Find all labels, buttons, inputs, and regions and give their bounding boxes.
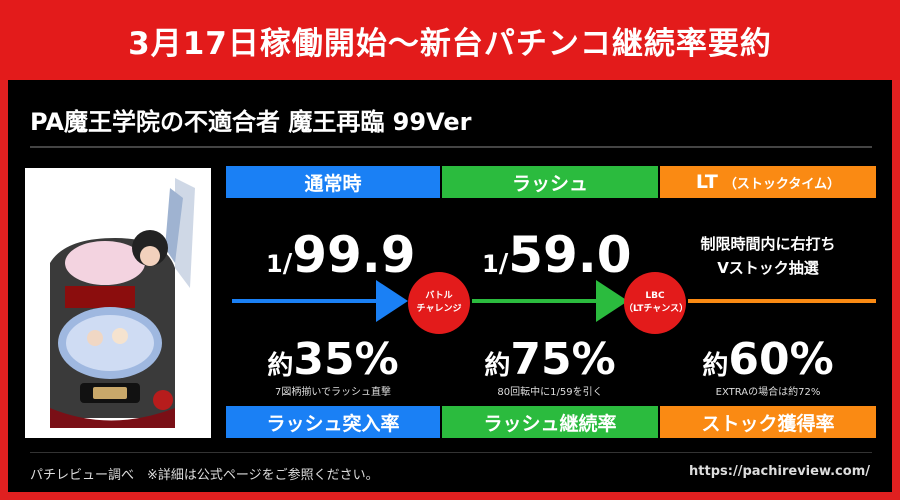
rate-prefix: 約 — [267, 351, 294, 381]
rate-rush-continue: 約 75% — [442, 338, 658, 382]
machine-title: PA魔王学院の不適合者 魔王再臨 99Ver — [30, 108, 472, 136]
rate-rush-entry: 約 35% — [226, 338, 440, 382]
header-lt: LT （ストックタイム） — [660, 166, 876, 198]
divider — [30, 146, 872, 148]
probability-denominator: 59.0 — [508, 226, 632, 284]
note-normal: 7図柄揃いでラッシュ直撃 — [274, 387, 392, 398]
label-rush-continue: ラッシュ継続率 — [442, 406, 658, 438]
machine-image — [25, 168, 211, 438]
label-stock: ストック獲得率 — [660, 406, 876, 438]
battle-challenge-badge: バトル チャレンジ — [408, 272, 470, 334]
rate-stock: 約 60% — [660, 338, 876, 382]
probability-normal: 1 / 99.9 — [266, 230, 416, 280]
rate-value: 75% — [510, 334, 616, 385]
flow-arrows — [232, 280, 876, 322]
probability-slash: / — [498, 249, 509, 279]
badge-line1: バトル — [425, 291, 453, 301]
source-note: パチレビュー調べ ※詳細は公式ページをご参照ください。 — [30, 468, 379, 483]
header-lt-sub: （ストックタイム） — [723, 176, 841, 192]
label-rush-entry: ラッシュ突入率 — [226, 406, 440, 438]
arrow-orange-line — [688, 299, 876, 303]
badge-line2: チャレンジ — [416, 304, 462, 314]
lt-description-line1: 制限時間内に右打ち — [700, 235, 836, 253]
arrow-green-line — [472, 299, 602, 303]
arrow-green-head — [596, 280, 628, 322]
probability-denominator: 99.9 — [292, 226, 416, 284]
rate-prefix: 約 — [702, 351, 729, 381]
lt-description-line2: Vストック抽選 — [717, 259, 819, 277]
arrow-blue-line — [232, 299, 382, 303]
probability-numerator: 1 — [482, 250, 499, 278]
probability-rush: 1 / 59.0 — [482, 230, 632, 280]
rate-value: 35% — [293, 334, 399, 385]
rate-prefix: 約 — [484, 351, 511, 381]
note-lt: EXTRAの場合は約72% — [715, 387, 821, 398]
header-normal: 通常時 — [226, 166, 440, 198]
summary-panel: PA魔王学院の不適合者 魔王再臨 99Ver — [8, 80, 892, 492]
badge-line2: （LTチャンス） — [624, 304, 689, 314]
header-rush: ラッシュ — [442, 166, 658, 198]
badge-line1: LBC — [645, 291, 665, 301]
arrow-blue-head — [376, 280, 408, 322]
header-lt-label: LT — [695, 171, 718, 193]
banner-title: 3月17日稼働開始〜新台パチンコ継続率要約 — [0, 0, 900, 80]
note-rush: 80回転中に1/59を引く — [497, 387, 603, 398]
lbc-badge: LBC （LTチャンス） — [624, 272, 689, 334]
lt-description: 制限時間内に右打ち Vストック抽選 — [660, 232, 876, 280]
divider — [30, 452, 872, 453]
probability-slash: / — [282, 249, 293, 279]
site-url-link[interactable]: https://pachireview.com/ — [689, 464, 870, 479]
probability-numerator: 1 — [266, 250, 283, 278]
rate-value: 60% — [728, 334, 834, 385]
